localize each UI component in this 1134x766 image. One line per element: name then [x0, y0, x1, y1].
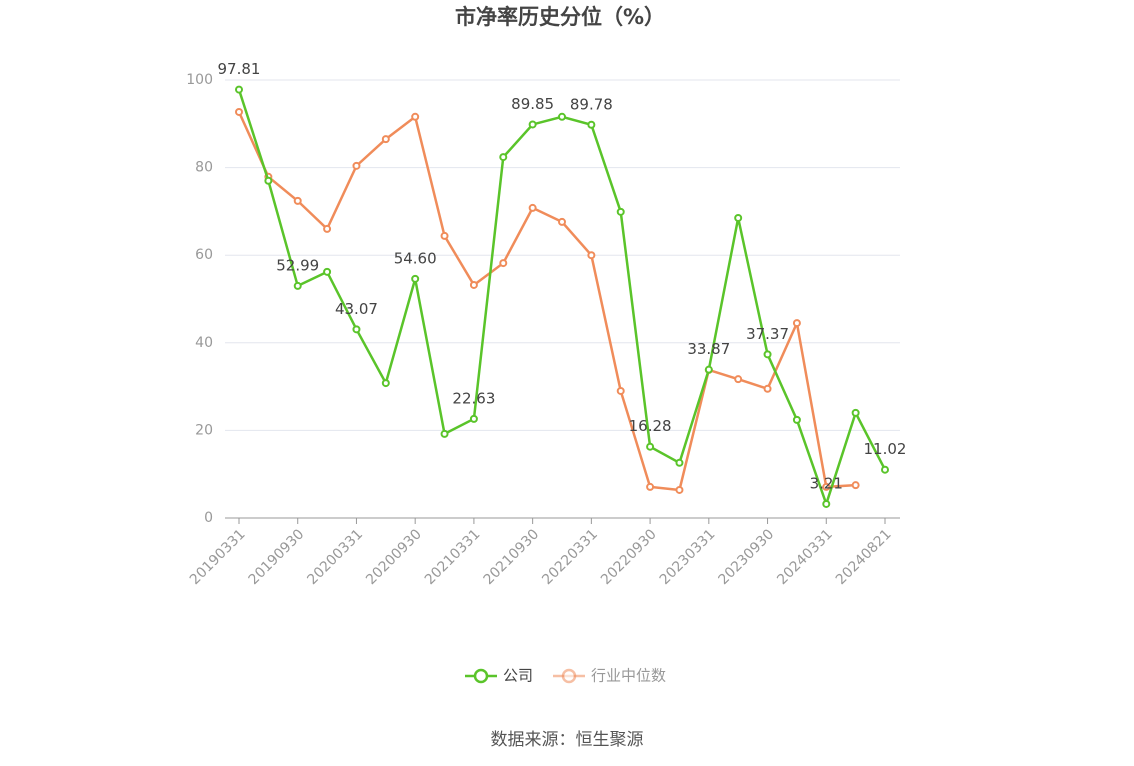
x-tick-label: 20190930 — [246, 526, 308, 588]
data-label: 16.28 — [629, 417, 672, 435]
data-point — [440, 429, 449, 438]
data-point — [528, 203, 537, 212]
data-label: 33.87 — [687, 340, 730, 358]
source: 数据来源：恒生聚源 — [491, 730, 644, 750]
data-point — [763, 384, 772, 393]
data-label: 97.81 — [218, 60, 261, 78]
data-label: 89.85 — [511, 95, 554, 113]
data-point — [469, 280, 478, 289]
series-line — [237, 111, 856, 492]
data-point — [822, 482, 831, 491]
x-tick-label: 20230930 — [715, 526, 777, 588]
data-point — [558, 217, 566, 226]
data-point — [675, 458, 684, 467]
data-point — [381, 135, 390, 144]
legend-marker — [561, 668, 577, 684]
data-point — [411, 274, 420, 283]
legend-item[interactable]: 公司 — [465, 667, 533, 685]
data-point — [440, 231, 449, 240]
x-tick-label: 20240331 — [774, 526, 836, 588]
data-label: 43.07 — [335, 300, 378, 318]
data-point — [734, 213, 743, 222]
data-point — [616, 207, 625, 216]
legend-item[interactable]: 行业中位数 — [553, 667, 666, 685]
x-tick-label: 20240821 — [833, 526, 895, 588]
data-point — [499, 153, 508, 162]
data-label: 22.63 — [452, 389, 495, 407]
data-label: 3.21 — [810, 474, 843, 492]
y-tick-label: 20 — [195, 422, 213, 438]
x-tick-label: 20220930 — [598, 526, 660, 588]
data-point — [293, 281, 302, 290]
data-point — [616, 386, 625, 395]
y-tick-label: 60 — [195, 247, 213, 263]
legend-marker — [473, 668, 489, 684]
data-point — [646, 442, 655, 451]
x-tick-label: 20200331 — [304, 526, 366, 588]
x-tick-label: 20200930 — [363, 526, 425, 588]
series-line — [237, 89, 887, 508]
data-point — [851, 408, 860, 417]
data-point — [411, 112, 420, 121]
y-tick-label: 80 — [195, 160, 213, 176]
legend-label: 行业中位数 — [591, 667, 666, 685]
data-point — [704, 365, 713, 374]
data-point — [558, 112, 566, 121]
data-point — [352, 325, 361, 334]
data-label: 54.60 — [394, 249, 437, 267]
data-point — [587, 251, 596, 260]
x-tick-label: 20190331 — [187, 526, 249, 588]
data-point — [792, 415, 801, 424]
data-point — [881, 465, 889, 474]
data-point — [293, 196, 302, 205]
data-point — [235, 85, 243, 94]
y-tick-label: 0 — [204, 510, 213, 526]
legend-label: 公司 — [503, 667, 533, 685]
data-point — [528, 120, 537, 129]
data-point — [792, 319, 801, 328]
x-tick-label: 20230331 — [657, 526, 719, 588]
data-label: 37.37 — [746, 325, 789, 343]
data-point — [499, 259, 508, 268]
data-point — [381, 379, 390, 388]
data-point — [352, 161, 361, 170]
data-point — [587, 120, 596, 129]
data-point — [235, 107, 243, 116]
y-tick-label: 100 — [186, 72, 213, 88]
data-point — [734, 375, 743, 384]
data-label: 89.78 — [570, 95, 613, 113]
data-label: 52.99 — [276, 256, 319, 274]
x-tick-label: 20220331 — [539, 526, 601, 588]
data-point — [264, 176, 273, 185]
y-tick-label: 40 — [195, 335, 213, 351]
data-label: 11.02 — [864, 440, 907, 458]
data-point — [675, 485, 684, 494]
chart-title: 市净率历史分位（%） — [455, 5, 665, 29]
data-point — [763, 350, 772, 359]
data-point — [469, 414, 478, 423]
data-point — [323, 267, 332, 276]
x-tick-label: 20210930 — [481, 526, 543, 588]
data-point — [822, 499, 831, 508]
data-point — [323, 224, 332, 233]
data-point — [646, 482, 655, 491]
data-point — [851, 481, 860, 490]
x-tick-label: 20210331 — [422, 526, 484, 588]
